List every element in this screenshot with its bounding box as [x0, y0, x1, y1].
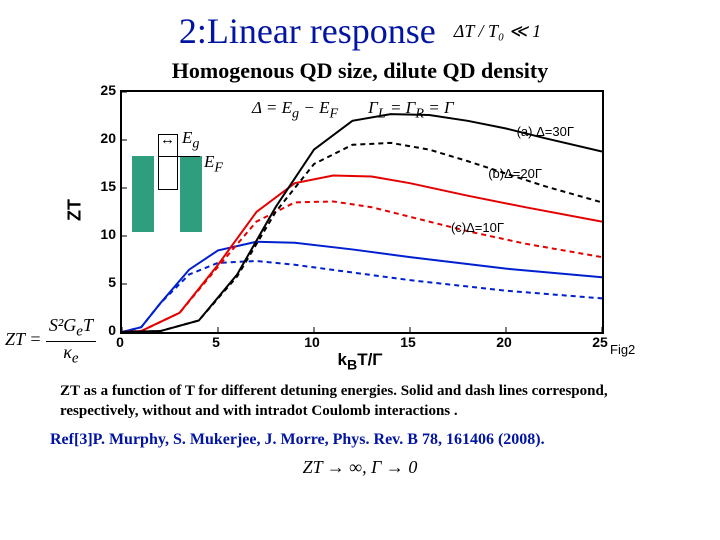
label-c: (c)Δ=10Γ	[451, 220, 504, 235]
reference: Ref[3]P. Murphy, S. Mukerjee, J. Morre, …	[40, 431, 680, 449]
chart-header-equations: Δ = Eg − EF ΓL = ΓR = Γ	[252, 98, 454, 122]
x-tick: 0	[116, 334, 124, 350]
label-a: (a) Δ=30Γ	[517, 124, 574, 139]
chart-container: ZT = S²GeT κe 0510152025 ZT Δ = Eg − EF …	[60, 90, 660, 370]
zt-formula: ZT = S²GeT κe	[5, 315, 96, 367]
x-tick: 5	[212, 334, 220, 350]
y-tick: 20	[90, 130, 116, 146]
bottom-formula: ZT → ∞, Γ → 0	[40, 457, 680, 478]
title-condition: ΔT / T₀ ≪ 1	[454, 21, 541, 42]
y-tick: 15	[90, 178, 116, 194]
eq-delta: Δ = Eg − EF	[252, 98, 338, 122]
subtitle: Homogenous QD size, dilute QD density	[40, 58, 680, 84]
curve-c-solid	[122, 242, 602, 332]
figure-number: Fig2	[610, 342, 635, 357]
x-tick: 15	[400, 334, 416, 350]
x-tick: 20	[496, 334, 512, 350]
page-title: 2:Linear response	[179, 10, 436, 52]
eq-gamma: ΓL = ΓR = Γ	[368, 98, 454, 122]
y-tick: 0	[90, 322, 116, 338]
x-tick: 10	[304, 334, 320, 350]
y-tick: 25	[90, 82, 116, 98]
eg-label: Eg	[182, 128, 199, 152]
figure-caption: ZT as a function of T for different detu…	[40, 382, 680, 421]
y-tick: 10	[90, 226, 116, 242]
label-b: (b)Δ=20Γ	[488, 166, 542, 181]
y-axis-label: ZT	[65, 199, 86, 221]
ef-label: EF	[204, 152, 223, 176]
x-axis-label: kBT/Γ	[337, 350, 382, 373]
x-tick: 25	[592, 334, 608, 350]
y-tick: 5	[90, 274, 116, 290]
chart-plot-area: Δ = Eg − EF ΓL = ΓR = Γ (a) Δ=30Γ (b)Δ=2…	[120, 90, 604, 334]
